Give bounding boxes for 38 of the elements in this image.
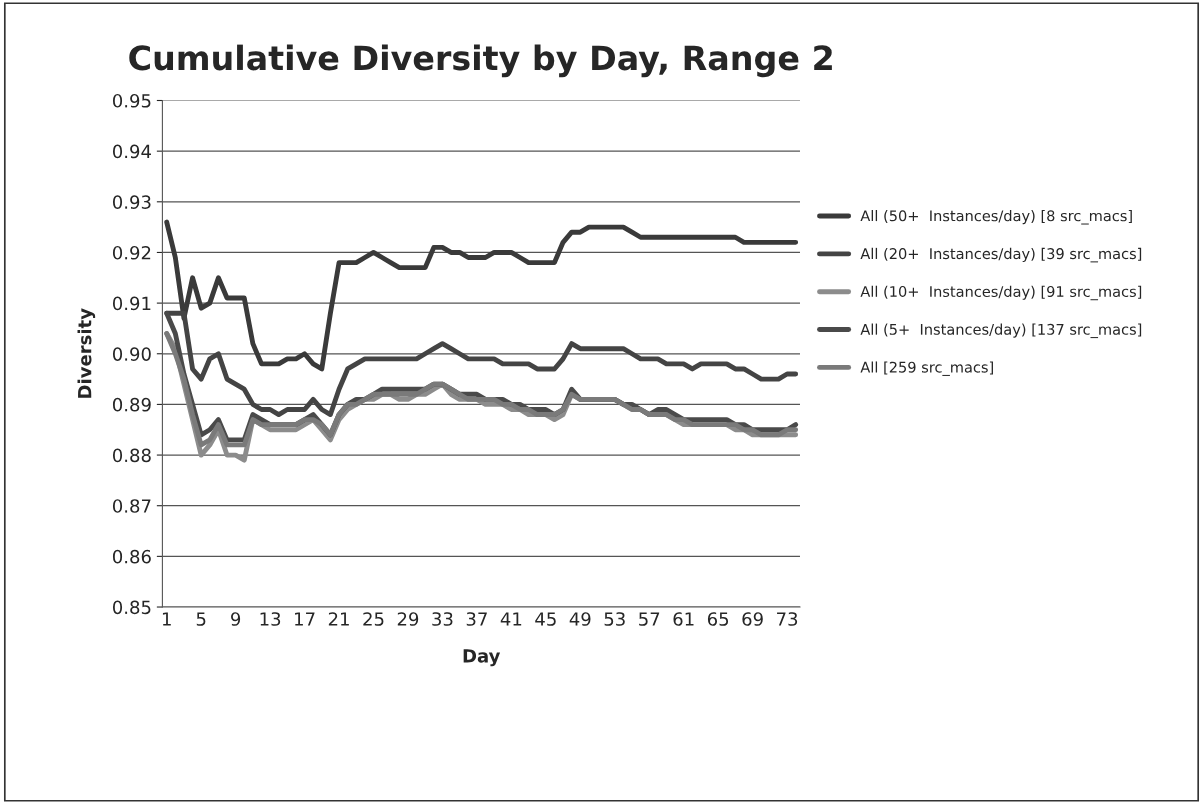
x-tick-label: 61 (673, 612, 694, 626)
legend-label: All [259 src_macs] (860, 361, 993, 376)
x-tick-label: 5 (196, 612, 206, 626)
y-tick-label: 0.92 (112, 245, 151, 260)
x-tick-label: 9 (231, 612, 241, 626)
legend-label: All (50+ Instances/day) [8 src_macs] (860, 210, 1132, 225)
y-tick-label: 0.85 (112, 600, 151, 615)
y-axis-title: Diversity (77, 308, 96, 398)
x-tick-label: 21 (328, 612, 349, 626)
x-tick-label: 53 (604, 612, 625, 626)
y-tick-label: 0.95 (112, 93, 151, 108)
y-tick-label: 0.91 (112, 296, 151, 311)
legend-label: All (10+ Instances/day) [91 src_macs] (860, 285, 1142, 301)
legend-label: All (5+ Instances/day) [137 src_macs] (860, 323, 1142, 339)
x-tick-label: 57 (639, 612, 660, 626)
x-tick-label: 73 (777, 612, 798, 626)
x-tick-label: 13 (260, 612, 281, 626)
x-tick-label: 41 (500, 612, 522, 626)
legend-label: All (20+ Instances/day) [39 src_macs] (860, 247, 1142, 263)
x-tick-label: 1 (162, 612, 171, 626)
x-axis-title: Day (463, 649, 501, 667)
x-tick-label: 37 (466, 612, 487, 626)
y-tick-label: 0.89 (112, 397, 151, 412)
x-tick-label: 45 (535, 612, 556, 626)
x-tick-label: 33 (432, 612, 453, 626)
y-tick-label: 0.94 (112, 144, 151, 159)
x-tick-label: 29 (397, 612, 419, 626)
x-tick-label: 25 (363, 612, 384, 626)
x-tick-label: 69 (742, 612, 763, 626)
y-tick-label: 0.90 (112, 347, 151, 361)
x-tick-label: 17 (295, 612, 315, 626)
y-tick-label: 0.88 (112, 448, 151, 463)
y-tick-label: 0.86 (112, 549, 151, 564)
x-tick-label: 65 (707, 612, 729, 626)
x-tick-label: 49 (569, 612, 591, 626)
y-tick-label: 0.93 (112, 195, 151, 209)
y-tick-label: 0.87 (112, 499, 151, 513)
chart-title: Cumulative Diversity by Day, Range 2 (129, 44, 832, 78)
